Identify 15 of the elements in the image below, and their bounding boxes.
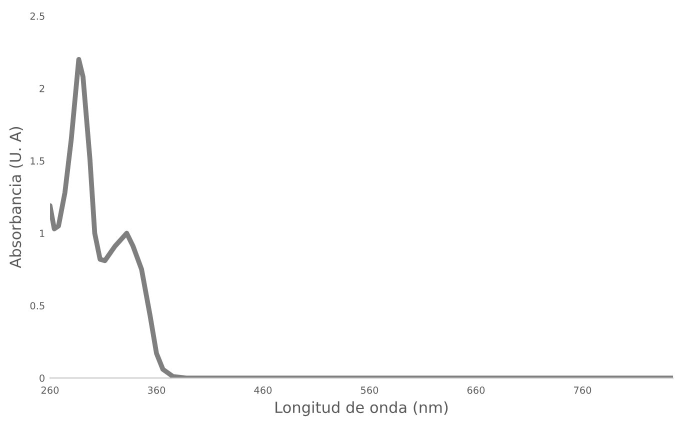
x-tick-label: 460 (254, 386, 272, 394)
y-tick-label: 1 (40, 230, 44, 237)
line-series (50, 57, 673, 378)
x-axis-title: Longitud de onda (nm) (276, 401, 448, 416)
x-tick-label: 360 (148, 386, 166, 394)
y-tick-label: 0 (40, 374, 44, 382)
x-tick-label: 260 (41, 386, 59, 394)
x-tick-label: 760 (574, 386, 592, 394)
x-tick-label: 560 (360, 386, 378, 394)
x-tick-label: 660 (467, 386, 485, 394)
y-tick-label: 1.5 (30, 157, 44, 165)
y-tick-label: 0.5 (30, 302, 44, 310)
y-tick-label: 2.5 (30, 12, 44, 20)
y-axis-title: Absorbancia (U. A) (9, 127, 23, 268)
y-tick-label: 2 (40, 84, 44, 92)
